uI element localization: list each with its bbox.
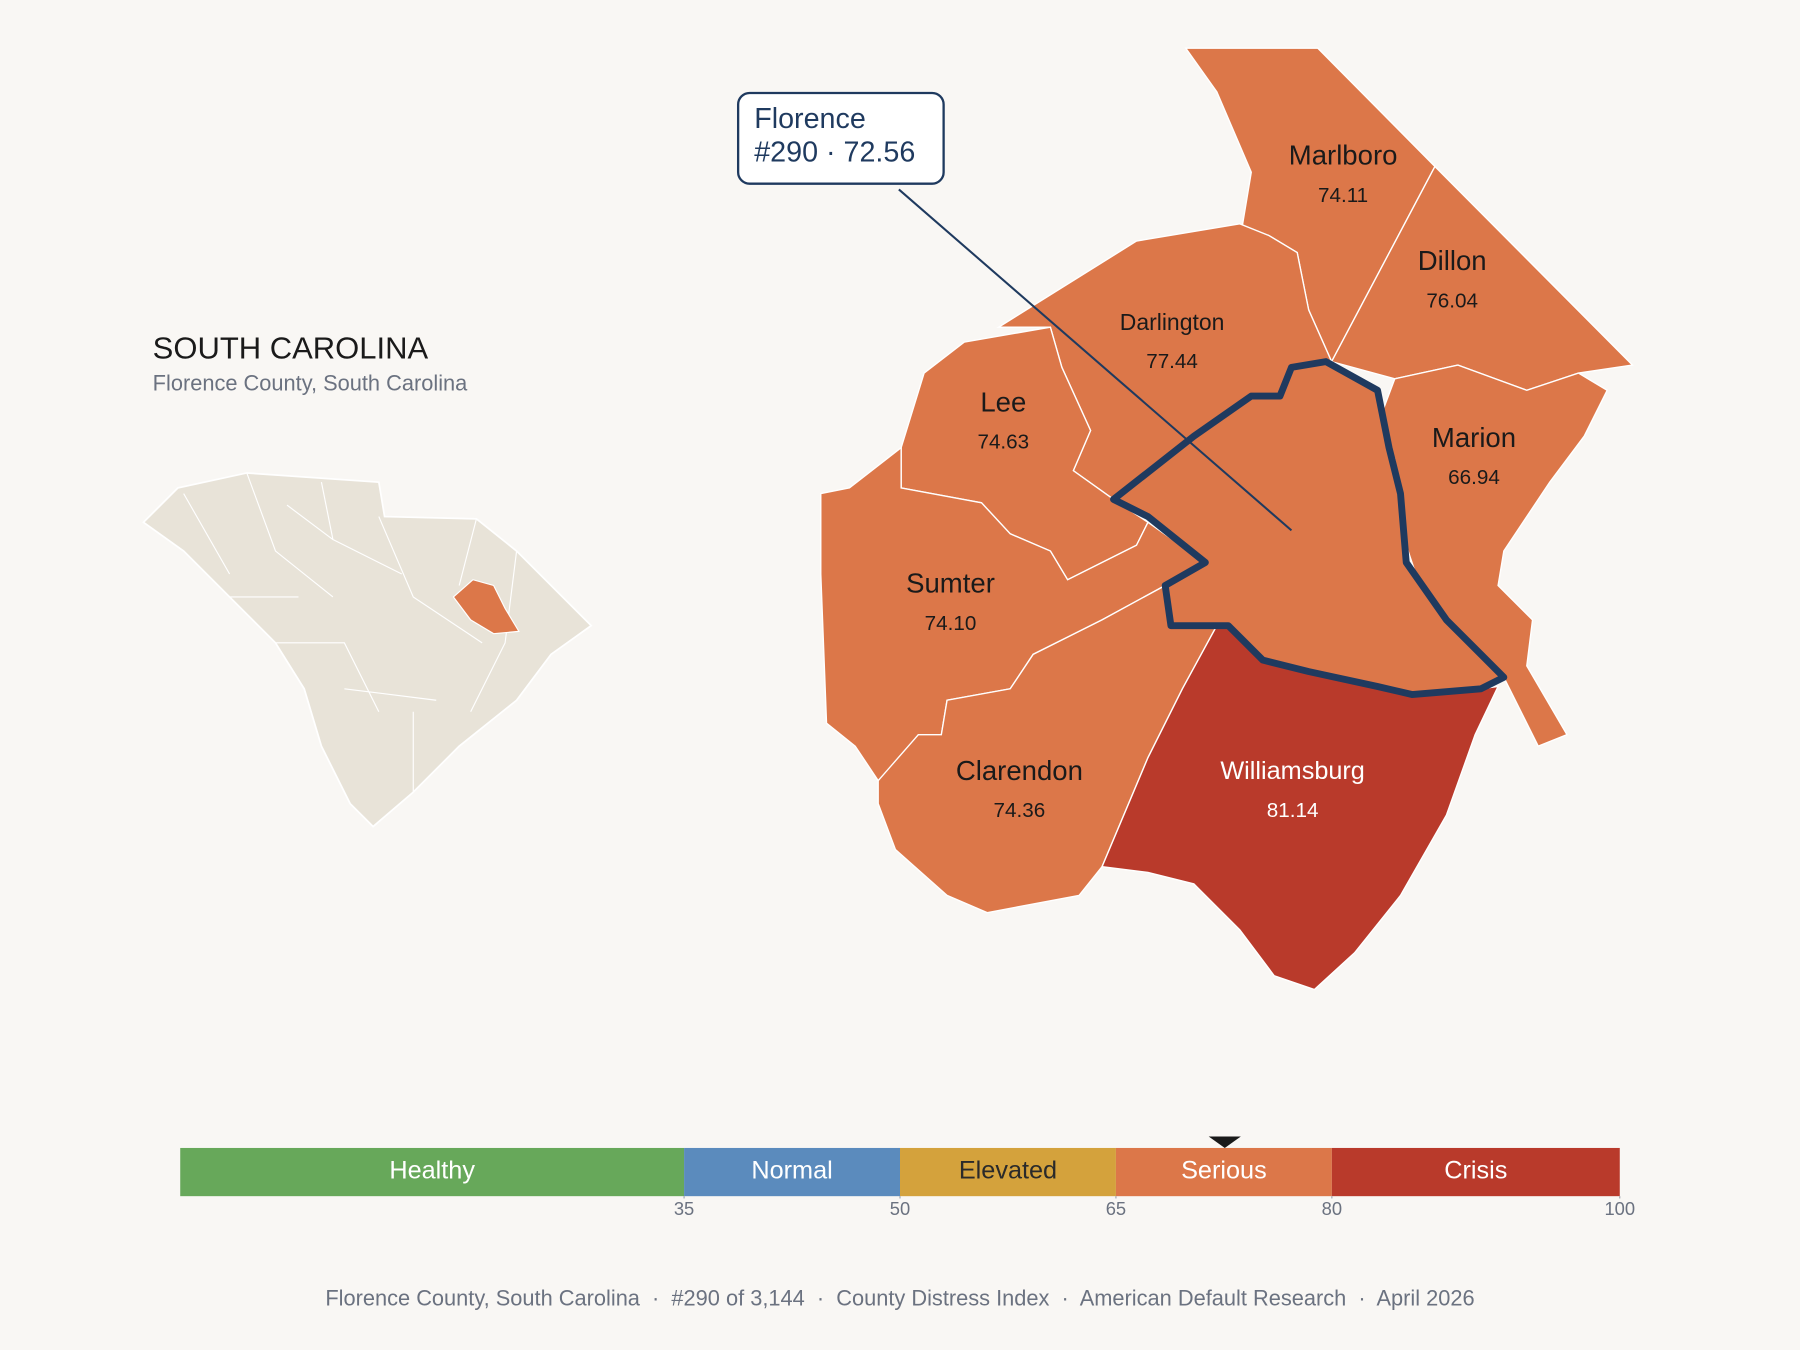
county-value: 76.04: [1426, 289, 1478, 312]
focus-county: [1110, 358, 1508, 698]
legend-tick-label: 100: [1604, 1198, 1635, 1219]
county-value: 74.63: [977, 431, 1029, 454]
state-shape: [142, 472, 593, 828]
county-value: 74.10: [925, 612, 977, 635]
callout-name: Florence: [754, 103, 866, 135]
county-value: 74.11: [1318, 184, 1368, 207]
inset-county-lines: [183, 472, 518, 793]
county-name: Sumter: [906, 568, 995, 599]
county-name: Marlboro: [1289, 140, 1398, 171]
legend-tick-label: 65: [1106, 1198, 1126, 1219]
callout-box: [736, 91, 945, 185]
callout-leader: [898, 188, 1293, 532]
county-layer: [820, 47, 1634, 991]
legend-band-label: Normal: [751, 1157, 832, 1185]
legend-tick-label: 80: [1322, 1198, 1342, 1219]
legend-band-label: Healthy: [389, 1157, 475, 1185]
county-value: 74.36: [994, 799, 1046, 822]
legend-band-label: Serious: [1181, 1157, 1267, 1185]
county-value: 66.94: [1448, 466, 1500, 489]
county-name: Darlington: [1120, 309, 1225, 335]
footer: Florence County, South Carolina · #290 o…: [325, 1285, 1474, 1310]
legend-tick-label: 35: [674, 1198, 694, 1219]
legend-marker: [1208, 1136, 1241, 1148]
legend-band: [684, 1147, 900, 1197]
county-value: 81.14: [1267, 799, 1319, 822]
legend-band: [900, 1147, 1116, 1197]
legend-band-label: Crisis: [1444, 1157, 1507, 1185]
subtitle: Florence County, South Carolina: [153, 370, 468, 395]
legend-band-label: Elevated: [959, 1157, 1057, 1185]
legend-band: [1115, 1147, 1332, 1197]
county-name: Lee: [980, 386, 1026, 417]
legend-band: [180, 1147, 685, 1197]
legend-band: [1331, 1147, 1620, 1197]
callout-detail: #290 · 72.56: [754, 136, 915, 168]
title: SOUTH CAROLINA: [153, 330, 429, 365]
county-name: Marion: [1432, 422, 1516, 453]
legend-tick-label: 50: [890, 1198, 910, 1219]
county-value: 77.44: [1146, 350, 1198, 373]
legend: Healthy Normal Elevated Serious Crisis 35 50 65…: [180, 1136, 1635, 1219]
county-name: Dillon: [1418, 245, 1487, 276]
county-name: Clarendon: [956, 755, 1083, 786]
inset-focus-county: [452, 579, 520, 635]
county-name: Williamsburg: [1220, 757, 1365, 785]
state-inset: [142, 472, 593, 828]
